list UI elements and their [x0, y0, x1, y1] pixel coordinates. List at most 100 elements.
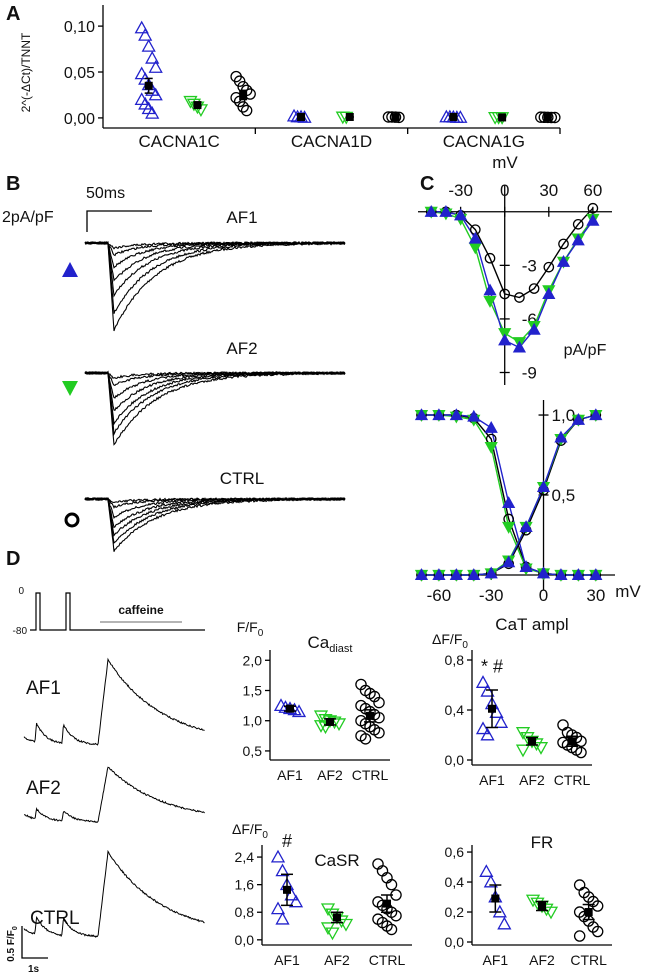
point — [318, 721, 333, 735]
point — [275, 911, 290, 925]
y-tick-label: -9 — [522, 364, 537, 383]
point — [542, 111, 554, 124]
trace-label: AF2 — [26, 778, 61, 799]
point — [512, 340, 527, 353]
point — [338, 918, 354, 932]
y-tick-label: 0,4 — [445, 874, 465, 890]
point — [325, 927, 340, 941]
mean-marker — [543, 113, 552, 122]
point — [484, 252, 496, 264]
point — [483, 874, 498, 888]
y-tick-label: 0,0 — [445, 934, 465, 950]
point — [484, 441, 498, 454]
x-tick-label: -30 — [479, 586, 504, 605]
point — [543, 261, 555, 273]
point — [556, 254, 571, 267]
point — [498, 333, 512, 346]
point — [134, 20, 149, 34]
point — [467, 568, 481, 581]
trace-label: AF1 — [226, 208, 257, 227]
point — [571, 568, 585, 581]
x-tick-label: CTRL — [352, 767, 389, 783]
mean-marker — [538, 902, 546, 911]
panel-label: D — [6, 548, 20, 570]
y-tick-label: 1,0 — [552, 406, 576, 425]
x-tick-label: AF1 — [479, 772, 505, 788]
point — [275, 863, 290, 877]
point — [533, 742, 549, 755]
group-symbol — [62, 262, 78, 277]
mean-marker — [286, 704, 294, 713]
x-tick-label: AF2 — [324, 952, 350, 968]
point — [572, 218, 584, 230]
mean-marker — [326, 717, 334, 726]
x-tick-label: AF1 — [277, 767, 303, 783]
mean-marker — [333, 913, 341, 922]
point — [502, 521, 516, 534]
y-axis-label-text: F/F — [237, 619, 258, 635]
point — [557, 719, 569, 731]
point — [288, 894, 304, 908]
y-axis-label-subscript: 0 — [258, 628, 264, 639]
x-axis-label: mV — [615, 582, 641, 601]
chart-title-text: Ca — [308, 633, 330, 652]
point — [484, 420, 498, 433]
point — [414, 408, 429, 421]
calcium-traces — [23, 657, 205, 938]
y-tick-label: 1,0 — [243, 713, 263, 729]
y-axis-label-subscript: 0 — [262, 830, 268, 841]
point — [138, 27, 153, 41]
y-tick-label: 1,6 — [235, 877, 255, 893]
point — [499, 288, 511, 300]
panel-label: A — [6, 3, 20, 25]
x-tick-label: CTRL — [554, 772, 591, 788]
mean-marker — [366, 711, 374, 720]
point — [483, 296, 497, 308]
chart-title: CaT ampl — [495, 615, 568, 634]
point — [270, 901, 286, 915]
point — [479, 864, 494, 877]
x-tick-label: CACNA1G — [443, 132, 525, 151]
y-tick-label: 0,8 — [235, 904, 255, 920]
point — [493, 715, 509, 728]
chart-title: CaSR — [314, 851, 359, 870]
y-tick-label: 0,5 — [243, 743, 263, 759]
mean-marker — [528, 737, 536, 746]
point — [591, 900, 604, 912]
y-tick-label: 0,10 — [64, 19, 95, 36]
point — [432, 568, 446, 581]
mean-marker — [568, 737, 576, 746]
point — [449, 568, 463, 581]
point — [270, 849, 286, 863]
point — [571, 233, 585, 246]
point — [586, 213, 600, 226]
x-tick-label: 30 — [586, 586, 605, 605]
point — [484, 566, 498, 579]
point — [528, 283, 540, 294]
point — [571, 412, 585, 425]
x-tick-label: -60 — [427, 586, 452, 605]
y-axis-label-subscript: 0 — [462, 640, 468, 651]
point — [502, 555, 516, 568]
point — [543, 906, 559, 920]
current-trace — [85, 240, 346, 250]
point — [497, 916, 512, 930]
point — [554, 568, 568, 581]
point — [483, 283, 497, 296]
point — [536, 566, 551, 579]
point — [359, 733, 372, 745]
point — [389, 111, 402, 123]
mean-marker — [491, 894, 500, 903]
y-axis-label: ΔF/F0 — [432, 631, 468, 651]
point — [385, 923, 398, 936]
point — [558, 238, 569, 250]
point — [575, 746, 587, 759]
point — [502, 496, 516, 509]
x-tick-label: 30 — [539, 181, 558, 200]
point — [373, 696, 385, 709]
current-trace — [84, 241, 346, 314]
y-tick-label: 0,6 — [445, 844, 465, 860]
point — [475, 675, 491, 688]
group-symbol — [64, 512, 80, 528]
annotation: # — [282, 831, 292, 851]
